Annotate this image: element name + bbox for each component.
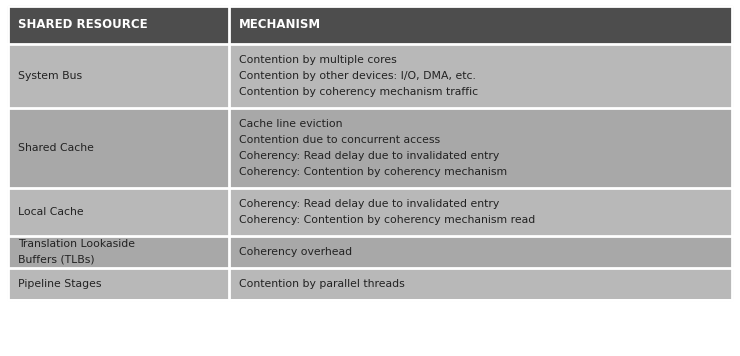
Text: Coherency: Contention by coherency mechanism: Coherency: Contention by coherency mecha… [239,167,507,177]
Text: Pipeline Stages: Pipeline Stages [18,279,101,289]
Bar [8,6,732,300]
Text: Coherency: Read delay due to invalidated entry: Coherency: Read delay due to invalidated… [239,199,499,209]
Text: MECHANISM: MECHANISM [239,19,321,31]
Text: Contention due to concurrent access: Contention due to concurrent access [239,135,440,145]
Text: Contention by coherency mechanism traffic: Contention by coherency mechanism traffi… [239,87,478,97]
Bar [8,236,229,268]
Text: Contention by multiple cores: Contention by multiple cores [239,55,397,65]
Text: SHARED RESOURCE: SHARED RESOURCE [18,19,147,31]
Text: Shared Cache: Shared Cache [18,143,94,153]
Bar [229,44,732,108]
Text: Cache line eviction: Cache line eviction [239,119,343,129]
Bar [229,108,732,188]
Bar [8,188,229,236]
Text: Coherency: Contention by coherency mechanism read: Coherency: Contention by coherency mecha… [239,215,535,225]
Bar [8,44,229,108]
Bar [229,268,732,300]
Bar [8,108,229,188]
Bar [8,6,229,44]
Bar [229,236,732,268]
Text: Contention by other devices: I/O, DMA, etc.: Contention by other devices: I/O, DMA, e… [239,71,476,81]
Text: Translation Lookaside: Translation Lookaside [18,239,135,249]
Text: Buffers (TLBs): Buffers (TLBs) [18,255,95,265]
Text: Coherency: Read delay due to invalidated entry: Coherency: Read delay due to invalidated… [239,151,499,161]
Text: Coherency overhead: Coherency overhead [239,247,352,257]
Text: System Bus: System Bus [18,71,82,81]
Bar [229,188,732,236]
Bar [8,268,229,300]
Text: Contention by parallel threads: Contention by parallel threads [239,279,405,289]
Text: Local Cache: Local Cache [18,207,84,217]
Bar [229,6,732,44]
